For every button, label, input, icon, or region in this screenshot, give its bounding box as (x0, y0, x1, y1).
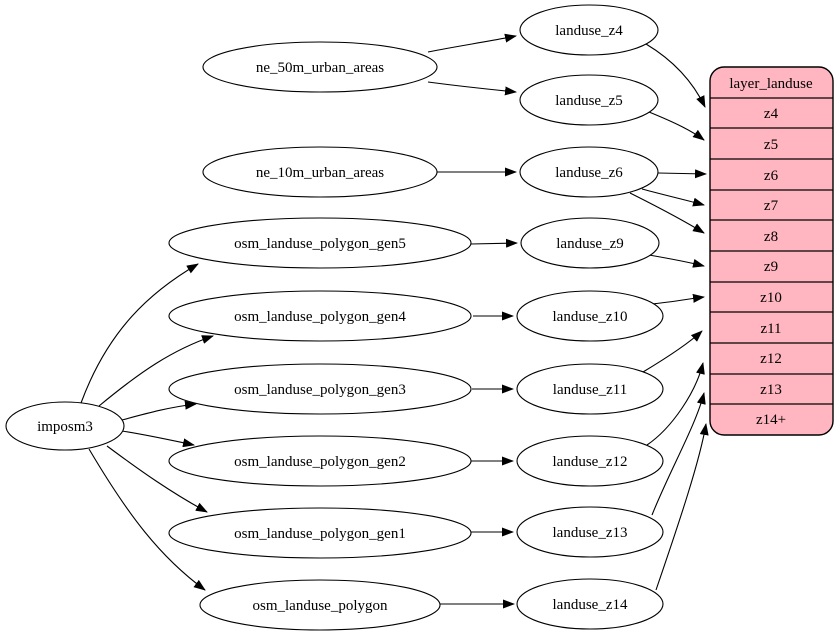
node-polygon-shape (199, 579, 441, 631)
node-landuse-z13: landuse_z13 (516, 506, 664, 558)
node-landuse-z11-shape (516, 363, 664, 415)
node-ne-50m-urban-areas: ne_50m_urban_areas (202, 41, 438, 93)
table-row-z13: z13 (760, 382, 782, 398)
table-row-z4: z4 (764, 106, 779, 122)
node-landuse-z14-label: landuse_z14 (553, 597, 628, 613)
node-ne-10m-shape (202, 146, 438, 198)
node-osm-landuse-polygon-gen3: osm_landuse_polygon_gen3 (168, 363, 472, 415)
node-gen2-label: osm_landuse_polygon_gen2 (234, 454, 406, 470)
node-osm-landuse-polygon-gen5: osm_landuse_polygon_gen5 (168, 217, 472, 269)
node-landuse-z13-label: landuse_z13 (553, 525, 628, 541)
table-row-z11: z11 (760, 321, 781, 337)
node-gen1-shape (168, 507, 472, 559)
node-landuse-z5-label: landuse_z5 (555, 93, 622, 109)
node-landuse-z10: landuse_z10 (516, 290, 664, 342)
node-landuse-z5: landuse_z5 (519, 74, 659, 126)
node-osm-landuse-polygon-gen1: osm_landuse_polygon_gen1 (168, 507, 472, 559)
node-landuse-z6-shape (519, 146, 659, 198)
edge-z6-row8 (629, 192, 705, 234)
node-landuse-z10-shape (516, 290, 664, 342)
table-row-z9: z9 (764, 259, 778, 275)
node-landuse-z6: landuse_z6 (519, 146, 659, 198)
node-gen3-label: osm_landuse_polygon_gen3 (234, 382, 406, 398)
edge-imposm3-gen1 (106, 445, 208, 513)
table-row-z8: z8 (764, 229, 778, 245)
edge-z13-row (651, 392, 706, 516)
node-landuse-z13-shape (516, 506, 664, 558)
edge-imposm3-gen4 (98, 335, 214, 407)
node-landuse-z12: landuse_z12 (516, 435, 664, 487)
node-landuse-z14: landuse_z14 (516, 578, 664, 630)
edge-z10-row (651, 293, 705, 305)
node-landuse-z9-shape (520, 217, 660, 269)
node-imposm3: imposm3 (5, 401, 125, 451)
table-row-z12: z12 (760, 351, 782, 367)
node-landuse-z9: landuse_z9 (520, 217, 660, 269)
node-gen1-label: osm_landuse_polygon_gen1 (234, 526, 406, 542)
node-ne-10m-label: ne_10m_urban_areas (256, 165, 384, 181)
node-landuse-z4-shape (519, 4, 659, 56)
edge-z9-row (648, 254, 705, 268)
edge-z6-row (657, 169, 707, 179)
edge-z14-row (655, 423, 709, 591)
node-landuse-z4-label: landuse_z4 (555, 23, 623, 39)
node-gen5-shape (168, 217, 472, 269)
table-row-z7: z7 (764, 198, 779, 214)
node-landuse-z5-shape (519, 74, 659, 126)
edge-z6-row7 (641, 188, 705, 207)
edge-imposm3-gen5 (80, 263, 199, 404)
edge-ne50m-z4 (427, 33, 517, 53)
node-landuse-z4: landuse_z4 (519, 4, 659, 56)
node-osm-landuse-polygon-gen4: osm_landuse_polygon_gen4 (168, 290, 472, 342)
node-gen4-label: osm_landuse_polygon_gen4 (234, 309, 406, 325)
node-imposm3-shape (5, 401, 125, 451)
table-row-z10: z10 (760, 290, 782, 306)
node-landuse-z11: landuse_z11 (516, 363, 664, 415)
node-gen3-shape (168, 363, 472, 415)
node-landuse-z10-label: landuse_z10 (553, 309, 628, 325)
table-row-z14plus: z14+ (756, 412, 786, 428)
table-row-z6: z6 (764, 168, 779, 184)
edge-imposm3-polygon (88, 448, 206, 591)
node-osm-landuse-polygon: osm_landuse_polygon (199, 579, 441, 631)
node-gen4-shape (168, 290, 472, 342)
node-landuse-z9-label: landuse_z9 (556, 236, 623, 252)
table-row-z5: z5 (764, 137, 778, 153)
edge-z5-row (648, 111, 705, 141)
node-landuse-z6-label: landuse_z6 (555, 165, 623, 181)
node-imposm3-label: imposm3 (37, 419, 93, 435)
node-ne-50m-shape (202, 41, 438, 93)
node-landuse-z11-label: landuse_z11 (553, 382, 627, 398)
edge-ne50m-z5 (427, 81, 517, 96)
node-osm-landuse-polygon-gen2: osm_landuse_polygon_gen2 (168, 435, 472, 487)
node-landuse-z14-shape (516, 578, 664, 630)
node-polygon-label: osm_landuse_polygon (253, 598, 388, 614)
layer-landuse-table: layer_landuse z4 z5 z6 z7 z8 z9 z10 z11 … (709, 66, 834, 436)
node-gen2-shape (168, 435, 472, 487)
node-landuse-z12-shape (516, 435, 664, 487)
node-gen5-label: osm_landuse_polygon_gen5 (234, 236, 406, 252)
edge-imposm3-gen3 (121, 400, 197, 421)
layer-landuse-title: layer_landuse (729, 76, 813, 92)
edge-imposm3-gen2 (121, 430, 195, 448)
edge-gen5-z9 (470, 238, 518, 248)
edge-z12-row (646, 362, 705, 446)
node-landuse-z12-label: landuse_z12 (553, 454, 628, 470)
edge-z4-row (645, 43, 706, 108)
edge-z11-row (642, 330, 703, 373)
node-ne-50m-label: ne_50m_urban_areas (256, 60, 384, 76)
edges-group (80, 33, 709, 609)
node-ne-10m-urban-areas: ne_10m_urban_areas (202, 146, 438, 198)
